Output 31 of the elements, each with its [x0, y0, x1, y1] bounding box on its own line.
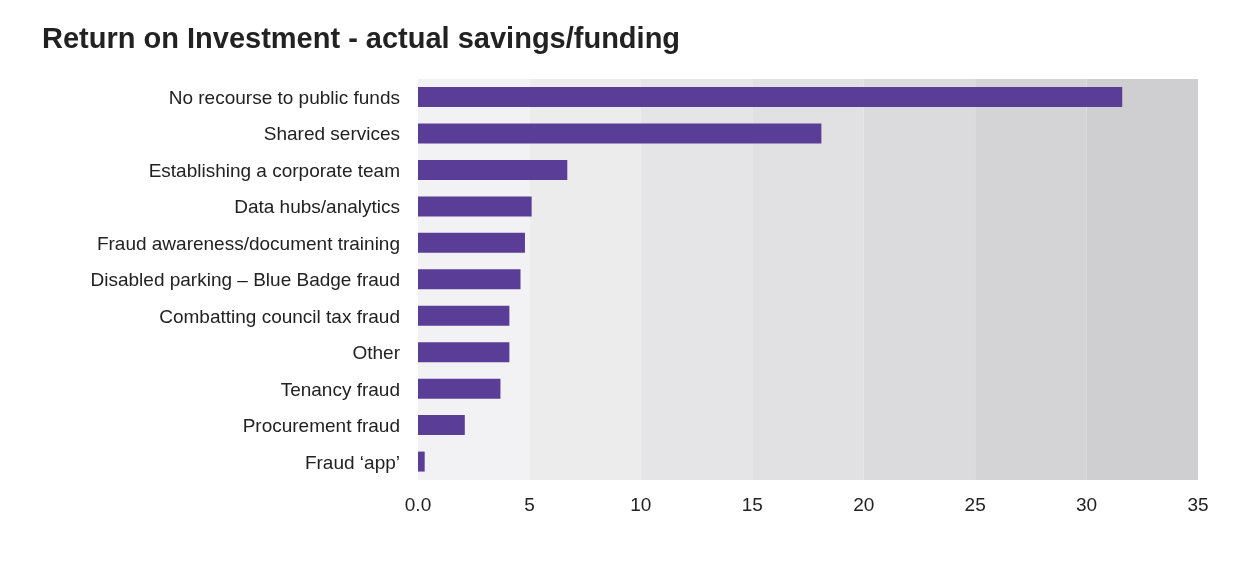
y-tick-label: Data hubs/analytics — [234, 196, 400, 218]
x-tick-label: 25 — [964, 494, 986, 516]
bar — [418, 269, 521, 290]
bar — [418, 415, 465, 436]
x-tick-label: 35 — [1187, 494, 1209, 516]
bar — [418, 87, 1123, 108]
y-tick-label: Fraud ‘app’ — [304, 451, 400, 473]
bar — [418, 451, 425, 472]
y-tick-label: Disabled parking – Blue Badge fraud — [90, 269, 400, 291]
y-tick-label: Other — [352, 342, 401, 364]
y-tick-label: No recourse to public funds — [168, 86, 400, 108]
bar — [418, 378, 501, 399]
bar — [418, 196, 532, 217]
x-tick-label: 15 — [741, 494, 763, 516]
bar — [418, 342, 510, 363]
chart-title: Return on Investment - actual savings/funding — [41, 21, 682, 56]
x-tick-label: 10 — [630, 494, 652, 516]
x-tick-label: 5 — [524, 494, 535, 516]
y-tick-label: Tenancy fraud — [280, 378, 400, 400]
bar — [418, 305, 510, 326]
x-tick-label: 0.0 — [404, 494, 432, 516]
y-tick-label: Combatting council tax fraud — [159, 305, 400, 327]
x-tick-label: 20 — [853, 494, 875, 516]
y-tick-label: Procurement fraud — [242, 415, 400, 437]
y-tick-label: Establishing a corporate team — [148, 159, 400, 181]
bar — [418, 123, 822, 144]
bar — [418, 232, 525, 253]
bar — [418, 159, 568, 180]
y-tick-label: Shared services — [263, 123, 400, 145]
x-tick-label: 30 — [1076, 494, 1098, 516]
y-tick-label: Fraud awareness/document training — [96, 232, 400, 254]
